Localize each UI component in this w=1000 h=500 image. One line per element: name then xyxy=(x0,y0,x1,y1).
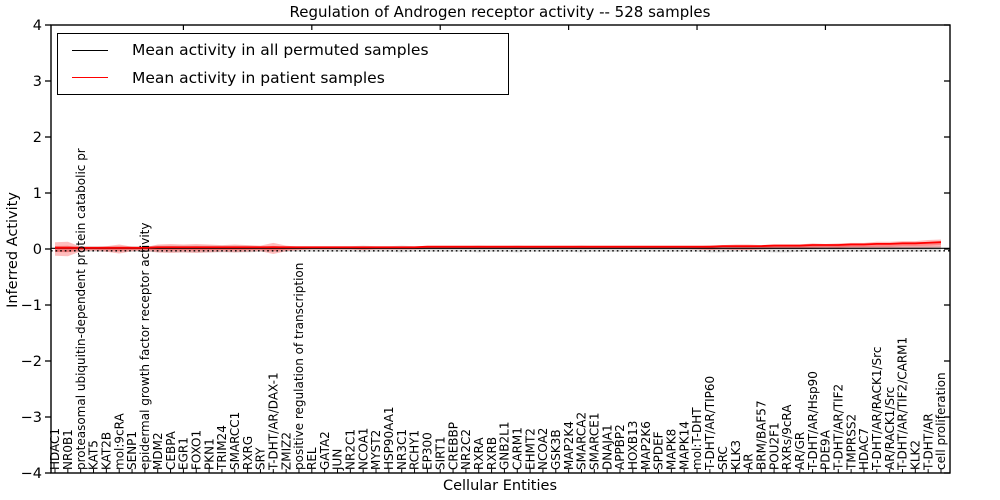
entity-label: PDE9A xyxy=(819,429,833,470)
entity-label: T-DHT/AR/TIF2 xyxy=(831,384,845,471)
entity-label: JUN xyxy=(331,449,345,471)
patient-band-core xyxy=(55,241,941,253)
entity-label: POU2F1 xyxy=(767,422,781,470)
entity-label: MAP2K6 xyxy=(639,421,653,470)
entity-label: EGR1 xyxy=(177,437,191,470)
entity-label: RXRs/9cRA xyxy=(780,404,794,470)
entity-label: KAT5 xyxy=(87,440,101,470)
legend: Mean activity in all permuted samples Me… xyxy=(57,33,509,95)
entity-label: MAP2K4 xyxy=(562,421,576,470)
entity-label: GSK3B xyxy=(549,429,563,470)
patient-line-swatch xyxy=(72,77,108,79)
legend-item-patient: Mean activity in patient samples xyxy=(58,65,508,91)
entity-label: AR/RACK1/Src xyxy=(883,387,897,470)
entity-label: T-DHT/AR/DAX-1 xyxy=(266,372,280,471)
entity-label: T-DHT/AR xyxy=(921,413,935,471)
entity-label: HOXB13 xyxy=(626,421,640,470)
legend-item-permuted: Mean activity in all permuted samples xyxy=(58,37,508,63)
entity-label: RXRG xyxy=(241,436,255,470)
y-tick-label: −1 xyxy=(21,298,42,314)
y-tick-label: −2 xyxy=(21,354,42,370)
entity-label: CARM1 xyxy=(510,427,524,470)
entity-label: T-DHT/AR/TIP60 xyxy=(703,376,717,471)
entity-label: TRIM24 xyxy=(215,425,229,471)
y-tick-label: 4 xyxy=(33,18,42,34)
entity-label: BRM/BAF57 xyxy=(754,400,768,470)
y-tick-label: −4 xyxy=(21,466,42,482)
entity-label: EHMT2 xyxy=(523,428,537,470)
entity-label: proteasomal ubiquitin-dependent protein … xyxy=(74,148,88,470)
entity-label: MYST2 xyxy=(369,430,383,470)
entity-label: SMARCA2 xyxy=(575,412,589,470)
entity-label: APPBP2 xyxy=(613,424,627,470)
x-axis-label: Cellular Entities xyxy=(442,478,558,494)
entity-label: MAPK14 xyxy=(677,421,691,470)
y-tick-label: 1 xyxy=(33,186,42,202)
entity-label: PKN1 xyxy=(202,438,216,470)
entity-label: NR0B1 xyxy=(61,429,75,470)
entity-label: SPDEF xyxy=(652,431,666,470)
entity-label: CEBPA xyxy=(164,430,178,470)
entity-label: KAT2B xyxy=(100,432,114,470)
legend-label: Mean activity in all permuted samples xyxy=(132,41,429,60)
entity-label: MAPK8 xyxy=(665,429,679,470)
entity-label: GATA2 xyxy=(318,431,332,470)
entity-label: T-DHT/AR/RACK1/Src xyxy=(870,347,884,471)
entity-label: REL xyxy=(305,447,319,470)
entity-label: EP300 xyxy=(421,432,435,470)
y-tick-label: 2 xyxy=(33,130,42,146)
entity-label: KLK3 xyxy=(729,440,743,470)
entity-label: MDM2 xyxy=(151,432,165,470)
y-tick-label: −3 xyxy=(21,410,42,426)
entity-label: NR3C1 xyxy=(395,429,409,470)
entity-label: SENP1 xyxy=(125,431,139,470)
y-axis-label: Inferred Activity xyxy=(5,192,21,308)
entity-label: SRY xyxy=(254,447,268,470)
entity-label: mol:T-DHT xyxy=(690,407,704,470)
entity-label: AR/GR xyxy=(793,432,807,470)
entity-label: cell proliferation xyxy=(934,372,948,470)
entity-label: CREBBP xyxy=(446,422,460,470)
entity-label: NR2C2 xyxy=(459,429,473,470)
legend-label: Mean activity in patient samples xyxy=(132,68,385,87)
entity-label: SRC xyxy=(716,446,730,470)
entity-label: HDAC7 xyxy=(857,428,871,470)
permuted-line-swatch xyxy=(72,49,108,51)
entity-label: SMARCE1 xyxy=(588,412,602,470)
chart-title: Regulation of Androgen receptor activity… xyxy=(289,3,711,21)
entity-label: epidermal growth factor receptor activit… xyxy=(138,223,152,470)
entity-label: SIRT1 xyxy=(433,436,447,470)
entity-label: RXRA xyxy=(472,437,486,470)
entity-label: NCOA2 xyxy=(536,428,550,470)
entity-label: DNAJA1 xyxy=(600,424,614,470)
entity-label: SMARCC1 xyxy=(228,412,242,470)
entity-label: AR xyxy=(742,453,756,470)
entity-label: HSP90AA1 xyxy=(382,406,396,470)
entity-label: KLK2 xyxy=(909,440,923,470)
entity-label: NR2C1 xyxy=(344,429,358,470)
patient-mean-line xyxy=(55,241,942,249)
y-tick-label: 0 xyxy=(33,242,42,258)
entity-label: TMPRSS2 xyxy=(844,414,858,471)
entity-label: RXRB xyxy=(485,437,499,470)
y-tick-label: 3 xyxy=(33,74,42,90)
entity-label: NCOA1 xyxy=(356,428,370,470)
entity-label: T-DHT/AR/Hsp90 xyxy=(806,371,820,471)
entity-label: RCHY1 xyxy=(408,430,422,470)
entity-label: T-DHT/AR/TIF2/CARM1 xyxy=(896,337,910,471)
entity-label: ZMIZ2 xyxy=(279,432,293,470)
entity-label: FOXO1 xyxy=(189,430,203,470)
entity-label: GNB2L1 xyxy=(498,422,512,470)
entity-label: positive regulation of transcription xyxy=(292,263,306,470)
entity-label: mol:9cRA xyxy=(112,413,126,470)
